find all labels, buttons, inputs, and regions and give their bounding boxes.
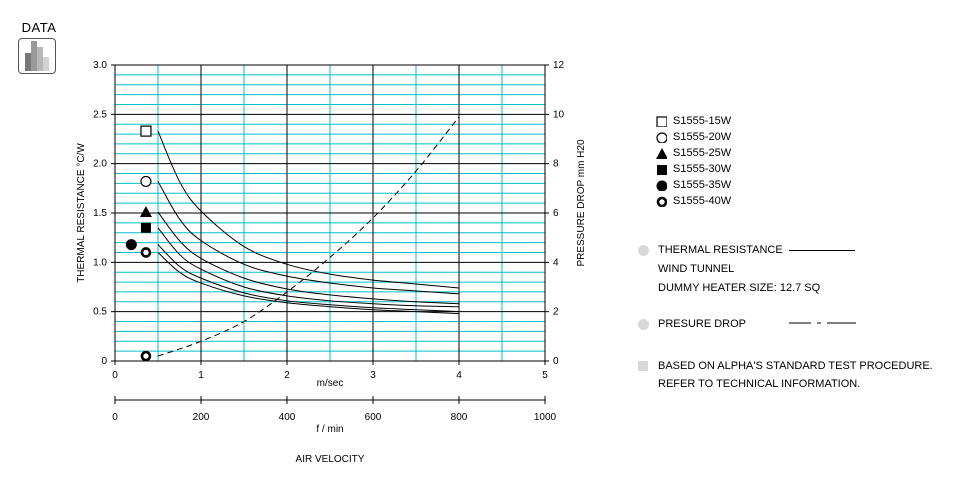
legend-label: S1555-30W — [673, 163, 732, 175]
marker-s1555-25w — [139, 206, 152, 218]
data-badge: DATA — [18, 20, 60, 74]
marker-s1555-15w — [140, 125, 152, 137]
series-line-s1555-35w — [157, 244, 460, 313]
legend-item: S1555-40W — [655, 194, 731, 208]
legend-label: S1555-35W — [673, 179, 732, 191]
marker-s1555-30w — [140, 222, 151, 233]
legend-item: S1555-20W — [655, 130, 731, 144]
pressure-drop-note: PRESURE DROP — [658, 318, 747, 330]
x-axis-tick-label: 2 — [284, 370, 290, 381]
pressure-drop-bullet — [638, 319, 649, 330]
left-axis-tick-label: 3.0 — [93, 60, 107, 71]
left-axis-tick-label: 2.0 — [93, 159, 107, 170]
legend-symbol — [656, 132, 667, 143]
x2-axis-tick-label: 800 — [451, 412, 468, 423]
left-axis-tick-label: 0.5 — [93, 307, 107, 318]
thermal-resistance-bullet — [638, 245, 649, 256]
filled-triangle-icon — [656, 148, 667, 159]
x2-axis-label: f / min — [316, 424, 343, 435]
series-line-s1555-30w — [157, 227, 460, 308]
bar-chart-icon — [18, 38, 56, 74]
right-axis-tick-label: 0 — [553, 356, 559, 367]
wind-tunnel-note: WIND TUNNEL — [658, 263, 735, 275]
filled-circle-icon — [656, 180, 667, 191]
open-circle-icon — [656, 132, 667, 143]
air-velocity-label: AIR VELOCITY — [296, 454, 365, 465]
solid-line-sample — [789, 250, 855, 251]
right-axis-tick-label: 8 — [553, 159, 559, 170]
x2-axis-tick-label: 0 — [112, 412, 118, 423]
x2-axis-tick-label: 600 — [365, 412, 382, 423]
legend-label: S1555-25W — [673, 147, 732, 159]
x-axis-tick-label: 5 — [542, 370, 548, 381]
series-line-s1555-20w — [157, 181, 460, 295]
x-axis-label: m/sec — [317, 378, 344, 389]
marker-s1555-40w — [140, 247, 152, 258]
right-axis-tick-label: 6 — [553, 208, 559, 219]
test-procedure-note-1: BASED ON ALPHA'S STANDARD TEST PROCEDURE… — [658, 360, 933, 372]
chart-series — [157, 116, 460, 357]
left-axis-tick-label: 1.0 — [93, 257, 107, 268]
series-line-s1555-15w — [157, 130, 460, 289]
left-axis-tick-label: 1.5 — [93, 208, 107, 219]
right-axis-tick-label: 10 — [553, 109, 565, 120]
open-square-icon — [656, 116, 667, 127]
right-axis-tick-label: 4 — [553, 257, 559, 268]
legend-item: S1555-30W — [655, 162, 731, 176]
x-axis-tick-label: 0 — [112, 370, 118, 381]
test-procedure-note-2: REFER TO TECHNICAL INFORMATION. — [658, 378, 861, 390]
pressure-drop-line — [157, 116, 460, 357]
chart-axes — [111, 64, 549, 404]
x2-axis-tick-label: 400 — [279, 412, 296, 423]
x-axis-tick-label: 4 — [456, 370, 462, 381]
chart-markers — [125, 125, 152, 362]
left-axis-label: THERMAL RESISTANCE °C/W — [76, 143, 87, 283]
legend-symbol — [656, 148, 667, 159]
data-badge-label: DATA — [21, 20, 57, 35]
right-axis-tick-label: 12 — [553, 60, 565, 71]
legend-label: S1555-40W — [673, 195, 732, 207]
left-axis-tick-label: 0 — [101, 356, 107, 367]
right-axis-label: PRESSURE DROP mm H20 — [576, 139, 587, 267]
legend-label: S1555-15W — [673, 115, 732, 127]
dummy-heater-note: DUMMY HEATER SIZE: 12.7 SQ — [658, 282, 821, 294]
marker-s1555-35w — [125, 239, 137, 251]
chart-grid — [115, 65, 545, 361]
legend-symbol — [656, 116, 667, 127]
dashed-line-sample — [789, 322, 856, 324]
legend-item: S1555-25W — [655, 146, 731, 160]
x-axis-tick-label: 1 — [198, 370, 204, 381]
test-procedure-bullet — [638, 361, 648, 371]
marker-s1555-20w — [140, 175, 152, 188]
bold-open-circle-icon — [656, 196, 667, 207]
legend-symbol — [656, 196, 667, 207]
legend-symbol — [657, 165, 667, 175]
right-axis-tick-label: 2 — [553, 307, 559, 318]
legend-label: S1555-20W — [673, 131, 732, 143]
x2-axis-tick-label: 1000 — [534, 412, 557, 423]
legend-item: S1555-15W — [655, 114, 731, 128]
filled-square-icon — [657, 165, 667, 175]
legend-symbol — [656, 180, 667, 191]
x2-axis-tick-label: 200 — [193, 412, 210, 423]
left-axis-tick-label: 2.5 — [93, 109, 107, 120]
series-line-s1555-40w — [157, 252, 460, 315]
thermal-resistance-note: THERMAL RESISTANCE — [658, 244, 783, 256]
marker-pressure-drop — [140, 350, 152, 362]
x-axis-tick-label: 3 — [370, 370, 376, 381]
series-line-s1555-25w — [157, 211, 460, 305]
legend-item: S1555-35W — [655, 178, 731, 192]
